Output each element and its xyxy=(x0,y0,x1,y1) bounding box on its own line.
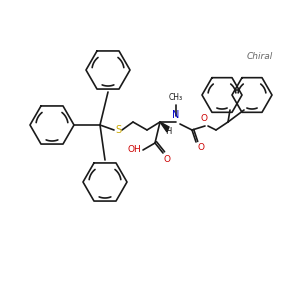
Text: N: N xyxy=(172,110,180,120)
Text: Chiral: Chiral xyxy=(247,52,273,62)
Text: OH: OH xyxy=(127,146,141,154)
Text: O: O xyxy=(198,143,205,152)
Text: O: O xyxy=(200,114,208,123)
Polygon shape xyxy=(160,122,169,132)
Text: CH₃: CH₃ xyxy=(169,93,183,102)
Text: S: S xyxy=(115,125,121,135)
Text: H: H xyxy=(165,128,171,136)
Text: O: O xyxy=(164,155,171,164)
